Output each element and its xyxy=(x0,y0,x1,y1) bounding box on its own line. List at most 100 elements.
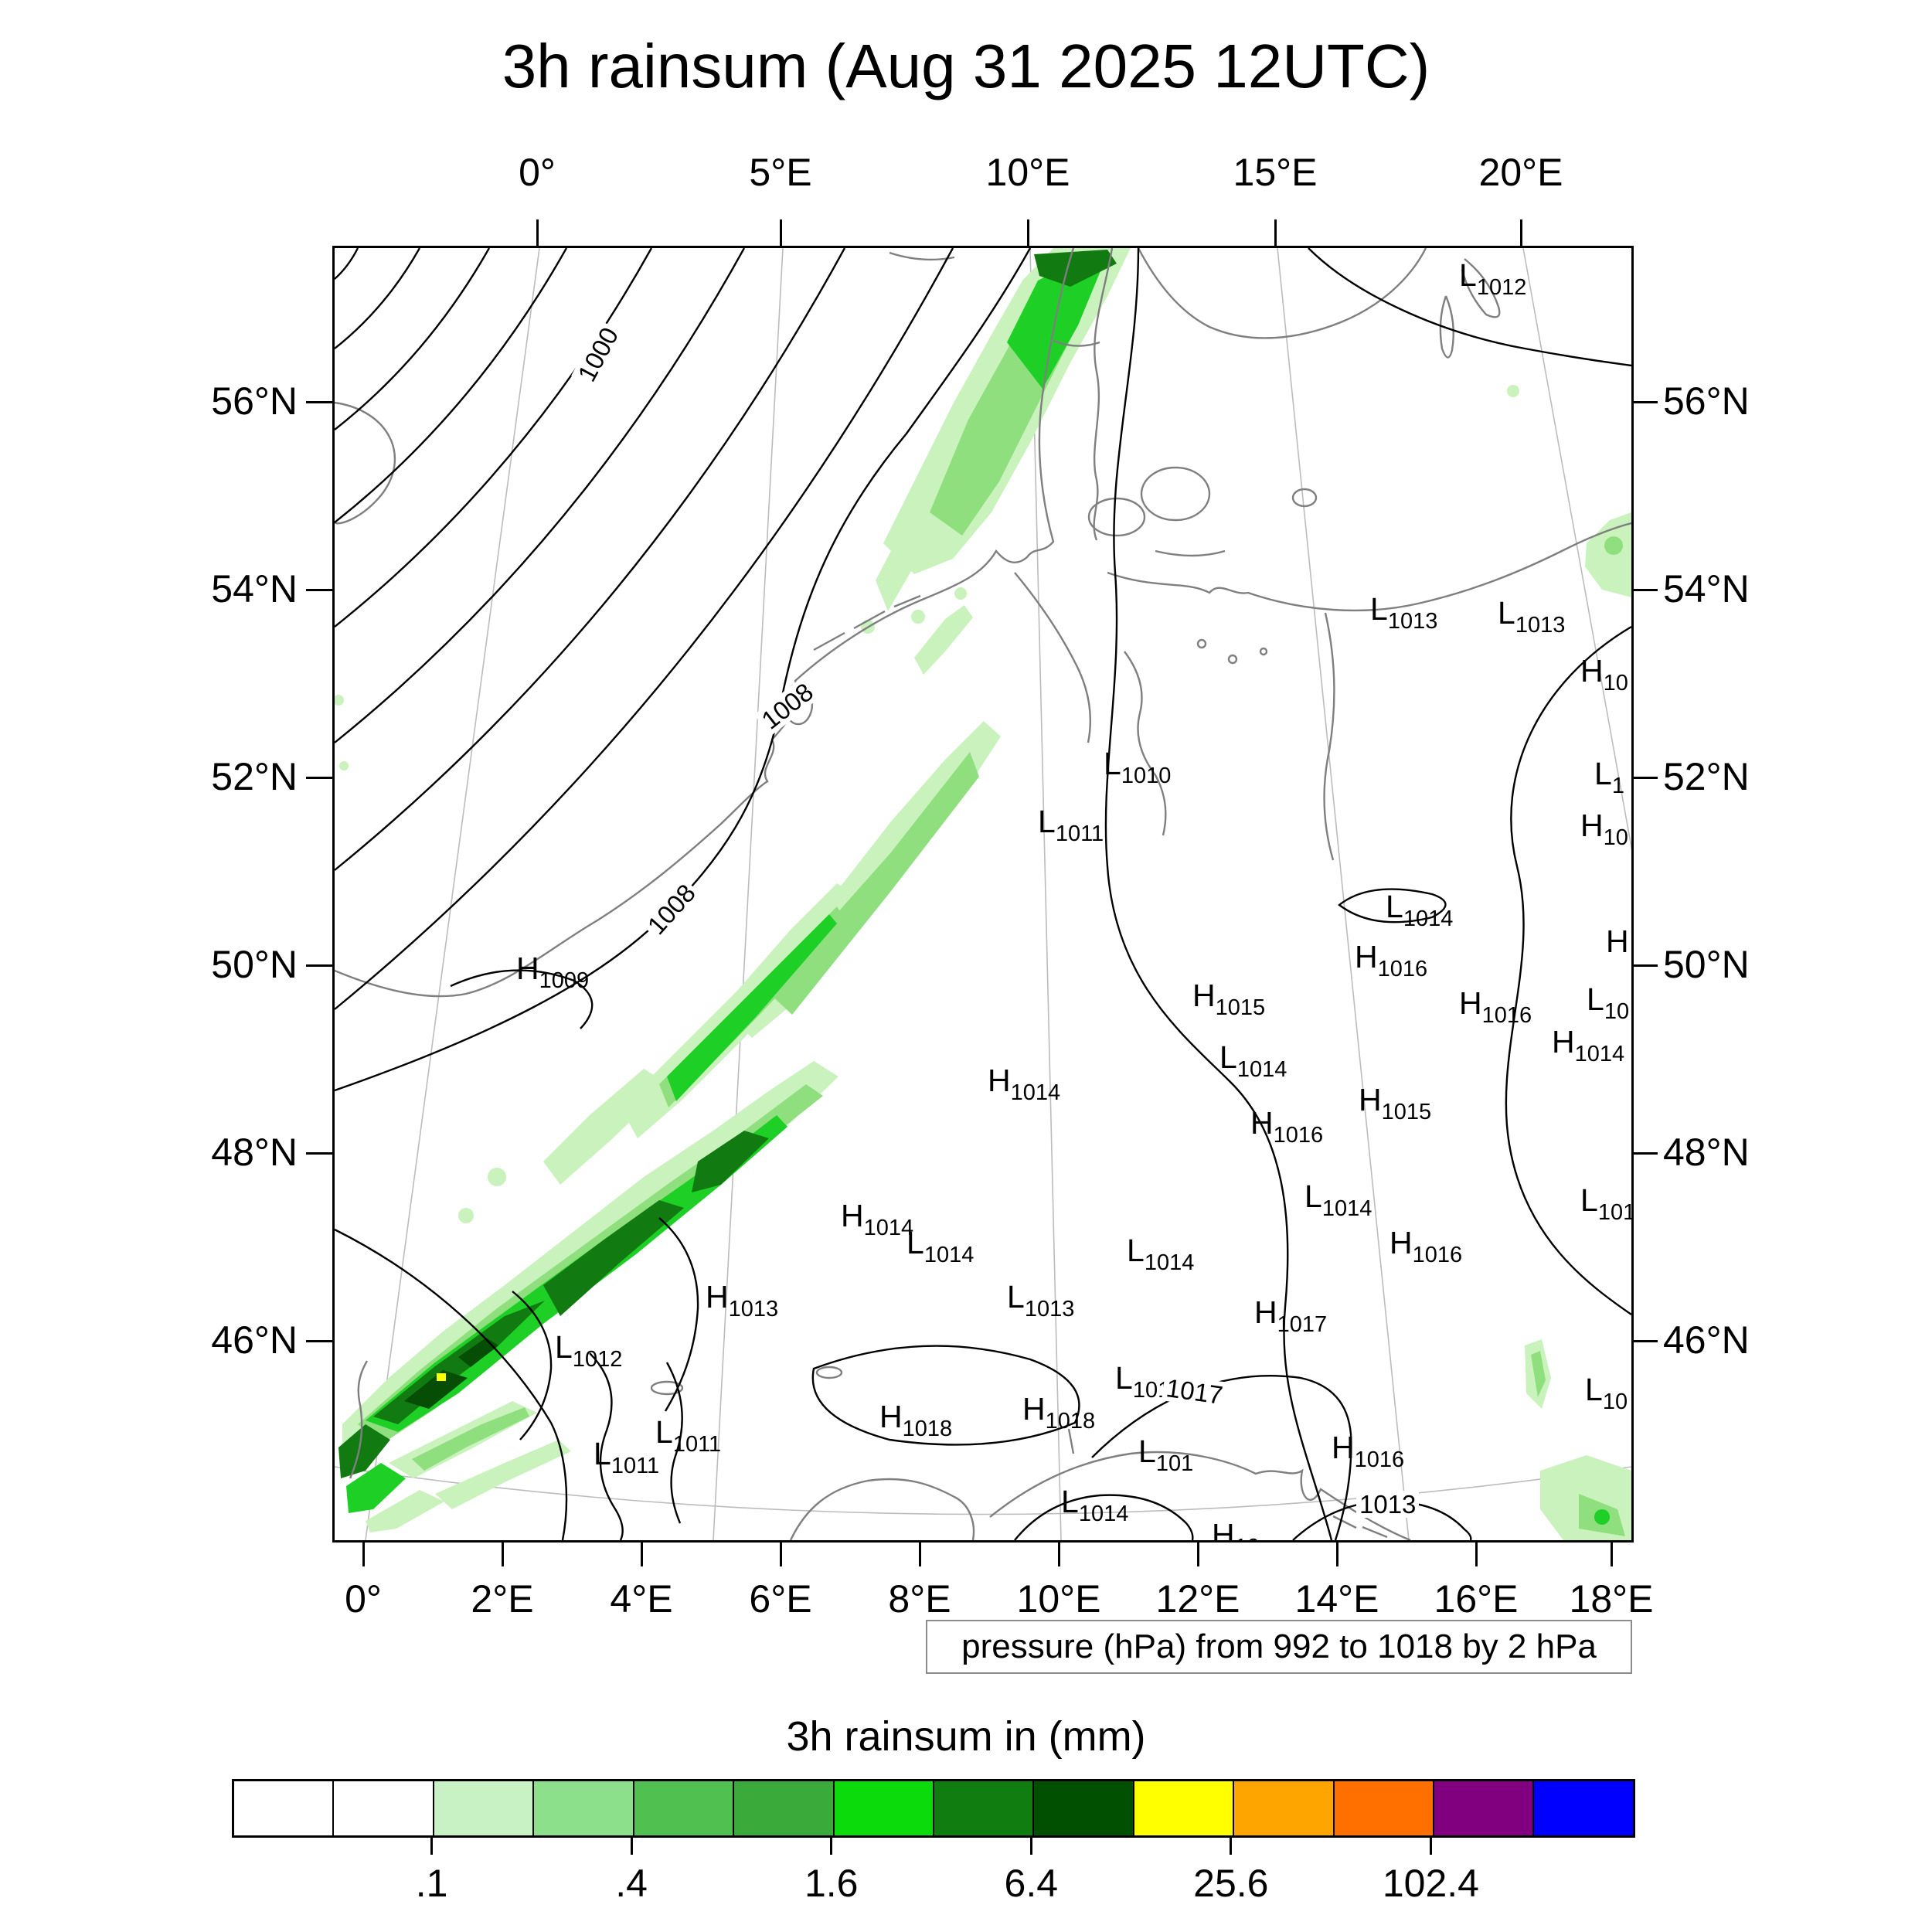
right-axis-label: 54°N xyxy=(1663,567,1750,611)
pressure-center-l101: L101 xyxy=(1138,1436,1193,1475)
colorbar-tick-label: .1 xyxy=(415,1862,448,1905)
pressure-center-l1013: L1013 xyxy=(1007,1281,1074,1321)
pressure-letter: L xyxy=(1104,746,1121,781)
bottom-axis-tick xyxy=(362,1540,365,1566)
pressure-letter: L xyxy=(1138,1434,1156,1469)
bottom-axis-label: 2°E xyxy=(471,1577,534,1621)
pressure-letter: H xyxy=(706,1279,729,1315)
colorbar-cell-2 xyxy=(432,1781,533,1835)
top-axis-tick xyxy=(536,219,539,246)
pressure-value: 1014 xyxy=(1403,906,1454,931)
pressure-center-l1014: L1014 xyxy=(1386,891,1453,930)
top-axis-tick xyxy=(1274,219,1277,246)
pressure-value: 1016 xyxy=(1354,1447,1405,1472)
colorbar-tick-label: 1.6 xyxy=(804,1862,859,1905)
pressure-letter: L xyxy=(1459,257,1477,293)
pressure-center-l1014: L1014 xyxy=(1061,1486,1128,1526)
pressure-value: 1012 xyxy=(572,1347,623,1372)
pressure-letter: L xyxy=(1585,1372,1603,1407)
colorbar-cell-1 xyxy=(332,1781,433,1835)
bottom-axis-label: 4°E xyxy=(610,1577,673,1621)
pressure-letter: L xyxy=(1115,1360,1133,1396)
colorbar-cell-10 xyxy=(1233,1781,1333,1835)
bottom-axis-tick xyxy=(640,1540,643,1566)
pressure-center-l10: L10 xyxy=(1585,1374,1628,1413)
top-axis-label: 5°E xyxy=(749,151,812,194)
pressure-value: 10 xyxy=(1603,671,1628,696)
pressure-center-l1014: L1014 xyxy=(1304,1181,1372,1220)
coastlines xyxy=(335,248,1631,1540)
pressure-center-h1016: H1016 xyxy=(1389,1227,1462,1267)
bottom-axis-label: 16°E xyxy=(1434,1577,1519,1621)
left-axis-label: 52°N xyxy=(211,755,298,798)
pressure-letter: H xyxy=(841,1198,864,1233)
bottom-axis-label: 8°E xyxy=(888,1577,951,1621)
pressure-letter: L xyxy=(1580,1182,1598,1218)
figure-title: 3h rainsum (Aug 31 2025 12UTC) xyxy=(502,32,1430,100)
map-panel: L1012 L1013 L1013 H10 L1010 L1011 L1 H10 L1014 H1… xyxy=(332,246,1634,1543)
pressure-letter: L xyxy=(1219,1039,1237,1075)
colorbar-tick xyxy=(630,1838,633,1855)
pressure-letter: H xyxy=(516,951,539,986)
pressure-value: 10 xyxy=(1604,999,1630,1024)
pressure-letter: H xyxy=(1359,1082,1382,1117)
pressure-value: 1012 xyxy=(1476,275,1527,300)
pressure-value: 1013 xyxy=(1387,609,1438,634)
colorbar-tick xyxy=(430,1838,434,1855)
pressure-value: 1011 xyxy=(1055,821,1104,846)
pressure-center-l1013: L1013 xyxy=(1498,597,1565,637)
right-axis-label: 56°N xyxy=(1663,379,1750,423)
pressure-letter: L xyxy=(1007,1279,1025,1315)
pressure-center-h10: H10 xyxy=(1580,655,1628,695)
pressure-value: 1014 xyxy=(1010,1080,1061,1105)
pressure-center-h1014: H1014 xyxy=(841,1200,913,1240)
left-axis-tick xyxy=(306,588,332,591)
pressure-letter: L xyxy=(1594,756,1612,791)
right-axis-label: 52°N xyxy=(1663,755,1750,798)
pressure-value: 1015 xyxy=(1381,1100,1432,1124)
colorbar-title: 3h rainsum in (mm) xyxy=(786,1713,1146,1760)
pressure-letter: L xyxy=(906,1225,924,1260)
left-axis-tick xyxy=(306,776,332,779)
left-axis-tick xyxy=(306,1151,332,1155)
pressure-center-l101: L101 xyxy=(1580,1182,1631,1224)
pressure-center-h: H xyxy=(1606,926,1629,965)
right-axis-tick xyxy=(1631,964,1658,967)
colorbar-cell-5 xyxy=(733,1781,833,1835)
left-axis-label: 48°N xyxy=(211,1131,298,1174)
colorbar-cell-0 xyxy=(234,1781,333,1835)
pressure-letter: L xyxy=(1038,804,1056,839)
left-axis-label: 50°N xyxy=(211,943,298,986)
pressure-letter: H xyxy=(1580,653,1604,689)
pressure-center-l1014: L1014 xyxy=(1219,1042,1287,1081)
pressure-center-h1016: H1016 xyxy=(1250,1107,1323,1147)
top-axis-label: 15°E xyxy=(1233,151,1318,194)
colorbar-tick xyxy=(1429,1838,1432,1855)
left-axis-label: 54°N xyxy=(211,567,298,611)
bottom-axis-label: 0° xyxy=(345,1577,382,1621)
colorbar-tick xyxy=(1230,1838,1233,1855)
pressure-letter: H xyxy=(1355,939,1378,975)
pressure-value: 1014 xyxy=(923,1243,975,1267)
colorbar-tick-label: 102.4 xyxy=(1382,1862,1479,1905)
bottom-axis-tick xyxy=(501,1540,504,1566)
pressure-value: 1014 xyxy=(1236,1057,1287,1082)
pressure-center-h1009: H1009 xyxy=(516,953,589,992)
pressure-value: 1016 xyxy=(1273,1123,1324,1148)
pressure-letter: L xyxy=(655,1414,673,1450)
pressure-center-h1014: H1014 xyxy=(1552,1026,1624,1066)
pressure-value: 1016 xyxy=(1377,957,1428,981)
pressure-value: 1018 xyxy=(1045,1409,1096,1434)
colorbar-cell-13 xyxy=(1532,1781,1633,1835)
colorbar xyxy=(232,1779,1635,1838)
pressure-center-l1011: L1011 xyxy=(655,1417,721,1456)
right-axis-label: 50°N xyxy=(1663,943,1750,986)
pressure-value: 101 xyxy=(1155,1451,1194,1476)
pressure-center-h1016: H1016 xyxy=(1459,988,1532,1027)
bottom-axis-label: 12°E xyxy=(1155,1577,1240,1621)
rain-shading-peak xyxy=(437,1373,446,1381)
colorbar-tick-label: .4 xyxy=(615,1862,648,1905)
pressure-letter: L xyxy=(1061,1484,1079,1519)
colorbar-tick-label: 25.6 xyxy=(1193,1862,1269,1905)
